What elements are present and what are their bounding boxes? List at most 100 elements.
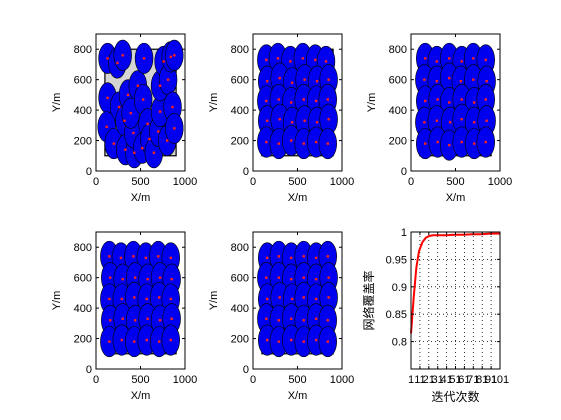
sensor-node xyxy=(326,255,329,258)
sensor-node xyxy=(141,98,145,101)
sensor-node xyxy=(169,297,172,301)
sensor-node xyxy=(121,317,124,320)
y-tick-label: 0 xyxy=(86,364,92,376)
sensor-node xyxy=(146,122,149,126)
x-tick-label: 1 xyxy=(408,374,414,386)
sensor-node xyxy=(484,98,487,101)
x-tick-label: 0 xyxy=(250,374,256,386)
y-tick-label: 0.9 xyxy=(392,282,407,294)
sensor-node xyxy=(108,340,111,343)
sensor-node xyxy=(460,118,463,121)
sensor-node xyxy=(278,296,281,299)
y-axis-label: 网络覆盖率 xyxy=(361,270,376,330)
sensor-node xyxy=(119,256,123,260)
sensor-node xyxy=(303,119,306,122)
y-tick-label: 1 xyxy=(401,227,407,239)
sensor-node xyxy=(120,338,124,342)
deployment-layer xyxy=(415,42,496,161)
sensor-node xyxy=(141,146,144,150)
sensor-node xyxy=(315,79,319,83)
sensor-node xyxy=(314,317,318,320)
deployment-layer xyxy=(100,240,181,358)
sensor-node xyxy=(116,61,119,65)
sensor-node xyxy=(314,256,318,260)
sensor-node xyxy=(290,121,294,124)
grid xyxy=(410,231,501,369)
sensor-node xyxy=(290,297,294,301)
sensor-node xyxy=(423,121,426,124)
sensor-node xyxy=(302,142,305,145)
sensor-node xyxy=(266,297,269,301)
sensor-node xyxy=(145,297,148,301)
sensor-node xyxy=(157,296,161,299)
sensor-node xyxy=(108,297,111,301)
y-tick-label: 0.95 xyxy=(386,254,407,266)
y-tick-label: 600 xyxy=(231,273,249,285)
x-tick-label: 500 xyxy=(131,176,149,188)
sensor-node xyxy=(435,79,439,83)
x-tick-label: 0 xyxy=(408,176,414,188)
sensor-node xyxy=(266,338,269,342)
sensor-node xyxy=(124,148,127,151)
coverage-line xyxy=(410,232,500,334)
sensor-node xyxy=(436,98,439,101)
sensor-node xyxy=(276,57,280,60)
sensor-node xyxy=(170,317,173,320)
sensor-node xyxy=(152,151,156,154)
sensor-node xyxy=(472,121,476,124)
sensor-node xyxy=(326,98,329,101)
sensor-node xyxy=(133,340,136,343)
chart-panel-3: 0 500 1000 0 200 400 600 800 X/m Y/m xyxy=(366,33,512,204)
x-tick-label: 61 xyxy=(458,374,470,386)
sensor-node xyxy=(460,140,463,144)
sensor-node xyxy=(144,256,148,260)
sensor-node xyxy=(289,60,292,63)
sensor-node xyxy=(327,78,330,81)
y-axis-label: Y/m xyxy=(51,291,63,311)
sensor-node xyxy=(106,57,109,60)
sensor-node xyxy=(448,101,451,104)
sensor-node xyxy=(142,57,146,60)
sensor-node xyxy=(157,340,161,343)
sensor-node xyxy=(166,139,169,142)
sensor-node xyxy=(108,255,111,258)
x-tick-label: 500 xyxy=(288,176,306,188)
deployment-layer xyxy=(257,42,338,160)
sensor-node xyxy=(302,319,305,322)
sensor-node xyxy=(136,84,140,87)
y-tick-label: 0.85 xyxy=(386,309,407,321)
sensor-node xyxy=(327,276,330,279)
sensor-node xyxy=(133,319,137,322)
chart-panel-5: 0 500 1000 0 200 400 600 800 X/m Y/m xyxy=(208,231,354,402)
x-axis-label: X/m xyxy=(288,192,308,204)
y-axis-label: Y/m xyxy=(208,291,220,311)
sensor-node xyxy=(120,297,124,301)
y-tick-label: 600 xyxy=(74,75,92,87)
sensor-node xyxy=(157,255,160,258)
x-tick-label: 1000 xyxy=(330,374,354,386)
chart-panel-4: 0 500 1000 0 200 400 600 800 X/m Y/m xyxy=(51,231,197,402)
sensor-node xyxy=(117,105,121,109)
y-tick-label: 800 xyxy=(74,242,92,254)
x-tick-label: 101 xyxy=(491,374,509,386)
sensor-node xyxy=(459,79,463,83)
sensor-node xyxy=(472,101,476,104)
sensor-node xyxy=(424,57,427,60)
sensor-node xyxy=(314,297,318,301)
sensor-node xyxy=(278,118,281,121)
sensor-node xyxy=(277,255,281,258)
sensor-node xyxy=(277,276,281,279)
sensor-node xyxy=(266,256,269,260)
x-tick-label: 500 xyxy=(131,374,149,386)
sensor-node xyxy=(290,338,293,342)
x-tick-label: 11 xyxy=(414,374,425,386)
sensor-node xyxy=(290,256,293,260)
sensor-node xyxy=(448,57,451,60)
y-axis-label: Y/m xyxy=(208,93,220,113)
sensor-node xyxy=(123,119,126,122)
sensor-node xyxy=(485,79,488,83)
x-tick-label: 31 xyxy=(432,374,444,386)
y-tick-label: 400 xyxy=(74,303,92,315)
x-tick-label: 500 xyxy=(288,374,306,386)
sensor-node xyxy=(314,277,318,281)
